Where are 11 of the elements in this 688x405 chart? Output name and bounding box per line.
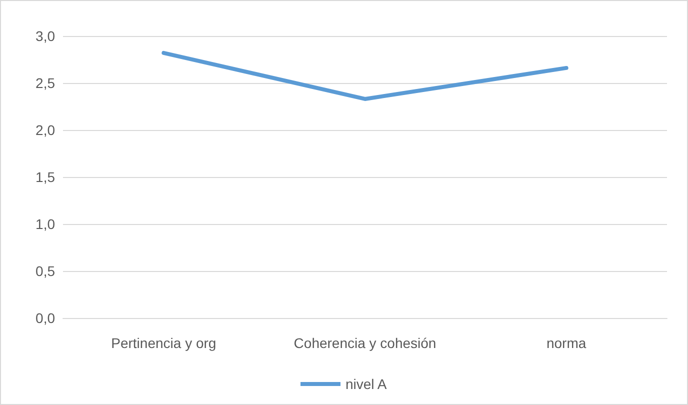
y-tick-label: 0,0 [36, 310, 56, 326]
x-tick-label: Coherencia y cohesión [294, 335, 436, 351]
y-tick-label: 3,0 [36, 28, 56, 44]
y-tick-label: 2,5 [36, 75, 56, 91]
y-tick-label: 2,0 [36, 122, 56, 138]
y-tick-label: 1,5 [36, 169, 56, 185]
y-tick-label: 0,5 [36, 263, 56, 279]
legend-label: nivel A [345, 376, 388, 392]
y-tick-label: 1,0 [36, 216, 56, 232]
x-tick-label: Pertinencia y org [111, 335, 216, 351]
x-tick-label: norma [546, 335, 586, 351]
